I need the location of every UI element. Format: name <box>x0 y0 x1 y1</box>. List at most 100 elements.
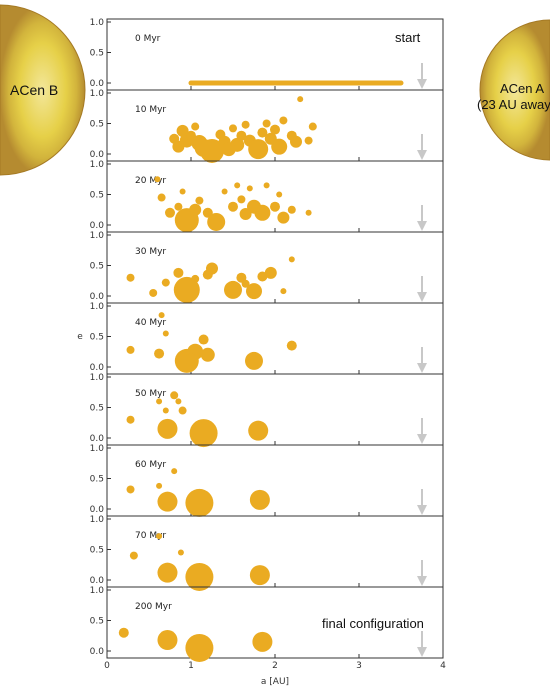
body-point <box>149 288 158 297</box>
y-tick-label: 0.5 <box>90 262 104 272</box>
time-arrow-head <box>417 363 427 373</box>
body-point <box>270 201 280 212</box>
panel-time-label: 30 Myr <box>135 247 166 257</box>
body-point <box>157 491 178 512</box>
annotation-final: final configuration <box>322 616 424 631</box>
panel-time-label: 200 Myr <box>135 602 172 612</box>
body-point <box>221 142 236 157</box>
body-point <box>185 562 214 591</box>
panel-time-label: 70 Myr <box>135 531 166 541</box>
body-point <box>252 631 273 652</box>
body-point <box>171 468 178 475</box>
body-point <box>158 312 165 319</box>
body-point <box>191 274 200 283</box>
star-acen-a-label-1: ACen A <box>500 81 544 96</box>
body-point <box>200 347 215 362</box>
body-point <box>178 406 187 415</box>
body-point <box>126 415 135 424</box>
body-point <box>185 633 214 662</box>
y-tick-label: 1.0 <box>90 160 105 170</box>
body-point <box>254 204 271 221</box>
panel-frame <box>106 18 444 91</box>
panel-time-label: 50 Myr <box>135 389 166 399</box>
body-point <box>308 122 317 131</box>
body-point <box>264 266 277 279</box>
y-tick-label: 1.0 <box>90 444 105 454</box>
star-acen-b <box>0 4 86 176</box>
y-tick-label: 0.0 <box>90 150 105 160</box>
y-tick-label: 0.5 <box>90 404 104 414</box>
body-point <box>198 334 209 345</box>
body-point <box>185 353 197 366</box>
body-point <box>207 212 226 231</box>
panel-time-label: 20 Myr <box>135 176 166 186</box>
body-point <box>156 482 163 489</box>
panel-frame <box>106 373 444 446</box>
body-point <box>156 533 163 540</box>
body-point <box>277 211 290 224</box>
x-tick-label: 3 <box>356 661 362 671</box>
y-tick-label: 0.0 <box>90 221 105 231</box>
y-tick-label: 0.0 <box>90 292 105 302</box>
body-point <box>234 182 241 189</box>
body-point <box>126 345 135 354</box>
body-point <box>179 188 186 195</box>
body-point <box>304 136 313 145</box>
body-point <box>118 627 129 638</box>
y-tick-label: 1.0 <box>90 302 105 312</box>
body-point <box>276 191 283 198</box>
y-tick-label: 1.0 <box>90 515 105 525</box>
body-point <box>162 330 169 337</box>
body-point <box>224 280 242 299</box>
panel-time-label: 0 Myr <box>135 34 161 44</box>
body-point <box>248 139 269 160</box>
body-point <box>129 551 138 560</box>
body-point <box>161 278 170 287</box>
body-point <box>221 188 228 195</box>
body-point <box>286 340 297 351</box>
panel-frame <box>106 231 444 304</box>
body-point <box>263 182 270 189</box>
y-tick-label: 1.0 <box>90 231 105 241</box>
y-tick-label: 0.5 <box>90 333 104 343</box>
y-tick-label: 1.0 <box>90 89 105 99</box>
body-point <box>189 203 202 216</box>
body-point <box>162 407 169 414</box>
body-point <box>245 351 263 370</box>
body-point <box>236 130 247 141</box>
body-point <box>228 201 238 212</box>
body-point <box>185 488 214 517</box>
body-point <box>191 122 200 131</box>
y-tick-label: 0.5 <box>90 546 104 556</box>
body-point <box>206 262 218 275</box>
body-point <box>279 116 288 125</box>
body-point <box>195 196 204 205</box>
body-point <box>157 630 178 651</box>
body-point <box>297 96 304 103</box>
time-arrow-head <box>417 150 427 160</box>
y-tick-label: 0.5 <box>90 475 104 485</box>
body-point <box>126 485 135 494</box>
body-point <box>246 283 262 300</box>
y-tick-label: 0.0 <box>90 79 105 89</box>
body-point <box>249 489 270 510</box>
x-tick-label: 2 <box>272 661 278 671</box>
body-point <box>175 398 182 405</box>
time-arrow-head <box>417 292 427 302</box>
body-point <box>200 138 224 163</box>
x-axis-label: a [AU] <box>261 677 289 687</box>
body-point <box>241 120 250 129</box>
body-point <box>156 398 163 405</box>
body-point <box>290 135 302 148</box>
y-tick-label: 0.5 <box>90 617 104 627</box>
time-arrow-head <box>417 576 427 586</box>
body-point <box>189 419 218 448</box>
body-point <box>257 127 268 138</box>
x-tick-label: 1 <box>188 661 194 671</box>
body-point <box>172 140 185 153</box>
body-point <box>154 348 165 359</box>
body-point <box>177 549 184 556</box>
body-point <box>157 562 178 583</box>
y-tick-label: 0.5 <box>90 191 104 201</box>
panel-time-label: 60 Myr <box>135 460 166 470</box>
